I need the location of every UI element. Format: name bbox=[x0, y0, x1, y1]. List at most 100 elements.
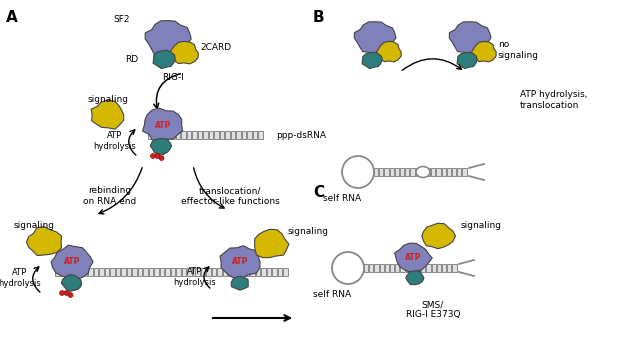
Bar bbox=[426, 264, 431, 272]
Bar bbox=[181, 268, 186, 276]
Bar bbox=[452, 264, 457, 272]
Bar bbox=[149, 268, 153, 276]
Bar bbox=[436, 168, 441, 176]
Ellipse shape bbox=[406, 262, 420, 273]
Polygon shape bbox=[150, 138, 172, 154]
Bar bbox=[375, 264, 379, 272]
Bar bbox=[374, 168, 378, 176]
Bar bbox=[143, 268, 147, 276]
Polygon shape bbox=[362, 52, 383, 69]
Text: signaling: signaling bbox=[461, 221, 502, 231]
Bar bbox=[225, 131, 230, 139]
Bar bbox=[390, 264, 394, 272]
Bar bbox=[416, 264, 420, 272]
Text: signaling: signaling bbox=[288, 227, 329, 237]
Text: self RNA: self RNA bbox=[313, 290, 351, 299]
Bar bbox=[55, 268, 59, 276]
Polygon shape bbox=[395, 243, 433, 272]
Bar bbox=[165, 268, 170, 276]
Bar bbox=[195, 268, 199, 276]
Bar bbox=[138, 268, 142, 276]
Polygon shape bbox=[354, 22, 396, 53]
Bar bbox=[261, 268, 265, 276]
Text: ATP
hydrolysis: ATP hydrolysis bbox=[0, 268, 41, 288]
Bar bbox=[400, 168, 404, 176]
Bar bbox=[267, 268, 271, 276]
Text: SMS/
RIG-I E373Q: SMS/ RIG-I E373Q bbox=[406, 300, 460, 319]
Bar bbox=[447, 168, 451, 176]
Bar bbox=[452, 168, 456, 176]
Bar bbox=[223, 268, 227, 276]
Bar bbox=[272, 268, 276, 276]
Polygon shape bbox=[51, 245, 93, 279]
Bar bbox=[462, 168, 466, 176]
Text: RD: RD bbox=[125, 54, 138, 64]
Bar bbox=[278, 268, 282, 276]
Bar bbox=[379, 264, 384, 272]
Bar bbox=[384, 168, 389, 176]
Bar bbox=[214, 131, 218, 139]
Polygon shape bbox=[231, 276, 248, 290]
Bar bbox=[364, 264, 368, 272]
Bar bbox=[395, 168, 399, 176]
Circle shape bbox=[59, 290, 65, 295]
Text: ATP: ATP bbox=[64, 257, 80, 267]
Bar bbox=[197, 131, 202, 139]
Bar bbox=[217, 268, 222, 276]
Bar bbox=[252, 131, 257, 139]
Polygon shape bbox=[153, 50, 175, 69]
Bar bbox=[250, 268, 254, 276]
Bar bbox=[88, 268, 93, 276]
Bar bbox=[104, 268, 109, 276]
Bar bbox=[154, 268, 159, 276]
Bar bbox=[206, 268, 210, 276]
Polygon shape bbox=[376, 41, 401, 62]
Bar bbox=[247, 131, 252, 139]
Bar bbox=[442, 168, 446, 176]
Polygon shape bbox=[91, 100, 124, 129]
Text: RIG-I: RIG-I bbox=[162, 73, 184, 82]
Bar bbox=[239, 268, 244, 276]
Circle shape bbox=[151, 153, 155, 158]
Bar bbox=[121, 268, 125, 276]
Text: ATP
hydrolysis: ATP hydrolysis bbox=[173, 267, 217, 287]
Text: translocation/
effector-like functions: translocation/ effector-like functions bbox=[181, 186, 280, 206]
Bar bbox=[77, 268, 81, 276]
Bar bbox=[160, 268, 164, 276]
Polygon shape bbox=[170, 41, 198, 64]
Bar bbox=[379, 168, 383, 176]
Polygon shape bbox=[27, 227, 62, 256]
Text: ATP: ATP bbox=[232, 257, 248, 267]
Bar bbox=[421, 168, 425, 176]
Bar bbox=[400, 264, 405, 272]
Bar bbox=[181, 131, 186, 139]
Bar bbox=[385, 264, 389, 272]
Bar bbox=[233, 268, 238, 276]
Bar bbox=[186, 131, 191, 139]
Ellipse shape bbox=[416, 167, 430, 177]
Bar bbox=[165, 131, 169, 139]
Bar bbox=[126, 268, 131, 276]
Bar bbox=[442, 264, 446, 272]
Text: rebinding
on RNA end: rebinding on RNA end bbox=[83, 186, 136, 206]
Bar bbox=[159, 131, 164, 139]
Bar bbox=[192, 131, 196, 139]
Text: ATP
hydrolysis: ATP hydrolysis bbox=[94, 131, 136, 151]
Bar bbox=[395, 264, 399, 272]
Bar bbox=[426, 168, 430, 176]
Polygon shape bbox=[457, 52, 478, 69]
Bar bbox=[405, 168, 410, 176]
Bar bbox=[255, 268, 260, 276]
Bar bbox=[176, 268, 181, 276]
Bar bbox=[369, 264, 373, 272]
Bar bbox=[83, 268, 87, 276]
Bar bbox=[421, 264, 426, 272]
Text: ATP: ATP bbox=[405, 254, 421, 262]
Bar bbox=[228, 268, 233, 276]
Text: B: B bbox=[313, 10, 325, 25]
Bar bbox=[187, 268, 191, 276]
Bar bbox=[411, 264, 415, 272]
Bar bbox=[431, 168, 436, 176]
Bar bbox=[203, 131, 207, 139]
Text: self RNA: self RNA bbox=[323, 194, 361, 203]
